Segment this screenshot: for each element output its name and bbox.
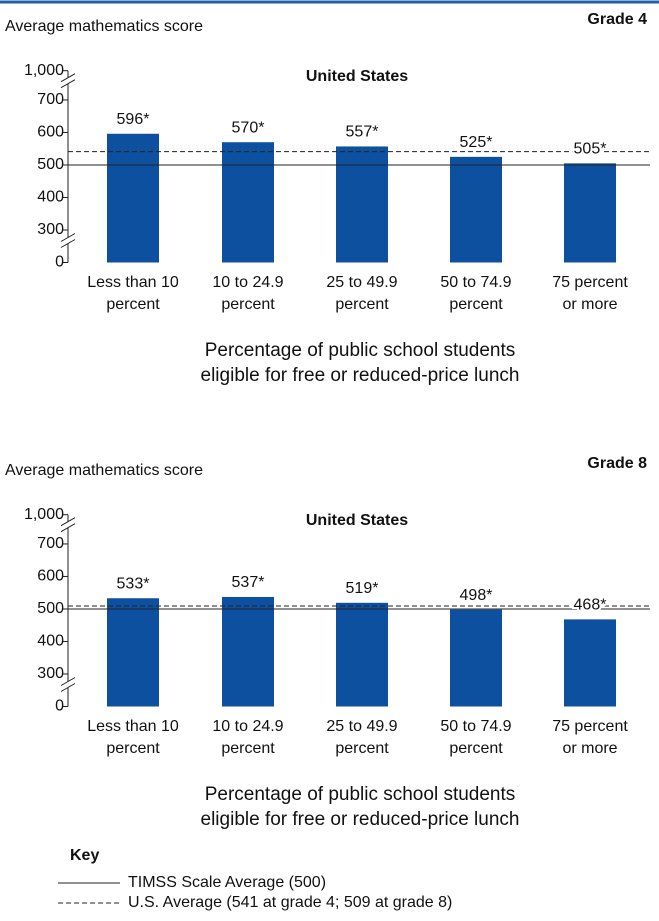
bar bbox=[450, 609, 502, 707]
bar bbox=[336, 602, 388, 707]
y-tick-label: 400 bbox=[37, 189, 64, 206]
bar bbox=[222, 142, 274, 263]
y-tick-label: 600 bbox=[37, 568, 64, 585]
value-label: 519* bbox=[346, 580, 379, 597]
bar bbox=[564, 619, 616, 707]
axis-break-gap bbox=[64, 77, 72, 84]
axis-break-gap bbox=[64, 521, 72, 528]
y-tick-label: 0 bbox=[55, 254, 64, 271]
value-label: 570* bbox=[232, 119, 265, 136]
axis-break bbox=[60, 517, 76, 527]
axis-break bbox=[60, 239, 76, 248]
bar bbox=[107, 598, 159, 707]
key-label: TIMSS Scale Average (500) bbox=[128, 874, 326, 891]
x-tick-label: 25 to 49.9 percent bbox=[326, 717, 398, 757]
value-label: 533* bbox=[117, 575, 150, 592]
value-label: 505* bbox=[574, 141, 607, 158]
axis-break bbox=[60, 677, 76, 686]
x-tick-label: 10 to 24.9 percent bbox=[212, 273, 284, 313]
axis-break bbox=[60, 523, 76, 533]
bar bbox=[450, 156, 502, 263]
value-label: 468* bbox=[574, 597, 607, 614]
y-tick-label: 1,000 bbox=[24, 506, 64, 523]
grade-label: Grade 4 bbox=[587, 11, 647, 28]
value-label: 537* bbox=[232, 574, 265, 591]
chart-subtitle: United States bbox=[306, 512, 408, 529]
bar bbox=[107, 133, 159, 263]
axis-break-gap bbox=[64, 237, 72, 244]
x-tick-label: 75 percent or more bbox=[552, 273, 628, 313]
y-tick-label: 500 bbox=[37, 600, 64, 617]
bar bbox=[564, 163, 616, 263]
chart-title: Average mathematics score bbox=[5, 462, 203, 479]
axis-break bbox=[60, 233, 76, 242]
x-axis-title: Percentage of public school students eli… bbox=[200, 339, 520, 386]
axis-break bbox=[60, 79, 76, 89]
x-tick-label: 75 percent or more bbox=[552, 717, 628, 757]
x-tick-label: 10 to 24.9 percent bbox=[212, 717, 284, 757]
value-label: 596* bbox=[117, 111, 150, 128]
x-tick-label: 50 to 74.9 percent bbox=[440, 273, 512, 313]
chart-subtitle: United States bbox=[306, 68, 408, 85]
key-label: U.S. Average (541 at grade 4; 509 at gra… bbox=[128, 894, 452, 911]
x-tick-label: 50 to 74.9 percent bbox=[440, 717, 512, 757]
x-tick-label: Less than 10 percent bbox=[87, 717, 179, 757]
chart-title: Average mathematics score bbox=[5, 18, 203, 35]
value-label: 557* bbox=[346, 124, 379, 141]
axis-break bbox=[60, 73, 76, 83]
x-tick-label: 25 to 49.9 percent bbox=[326, 273, 398, 313]
y-tick-label: 300 bbox=[37, 221, 64, 238]
bar bbox=[336, 146, 388, 263]
value-label: 498* bbox=[460, 587, 493, 604]
y-tick-label: 600 bbox=[37, 124, 64, 141]
axis-break bbox=[60, 683, 76, 692]
y-tick-label: 1,000 bbox=[24, 62, 64, 79]
bar bbox=[222, 596, 274, 707]
y-tick-label: 700 bbox=[37, 91, 64, 108]
value-label: 525* bbox=[460, 134, 493, 151]
x-axis-title: Percentage of public school students eli… bbox=[200, 783, 520, 830]
y-tick-label: 700 bbox=[37, 535, 64, 552]
x-tick-label: Less than 10 percent bbox=[87, 273, 179, 313]
y-tick-label: 500 bbox=[37, 156, 64, 173]
y-tick-label: 300 bbox=[37, 665, 64, 682]
axis-break-gap bbox=[64, 681, 72, 688]
grade-label: Grade 8 bbox=[587, 455, 647, 472]
y-tick-label: 0 bbox=[55, 698, 64, 715]
key-title: Key bbox=[70, 847, 99, 864]
y-tick-label: 400 bbox=[37, 633, 64, 650]
